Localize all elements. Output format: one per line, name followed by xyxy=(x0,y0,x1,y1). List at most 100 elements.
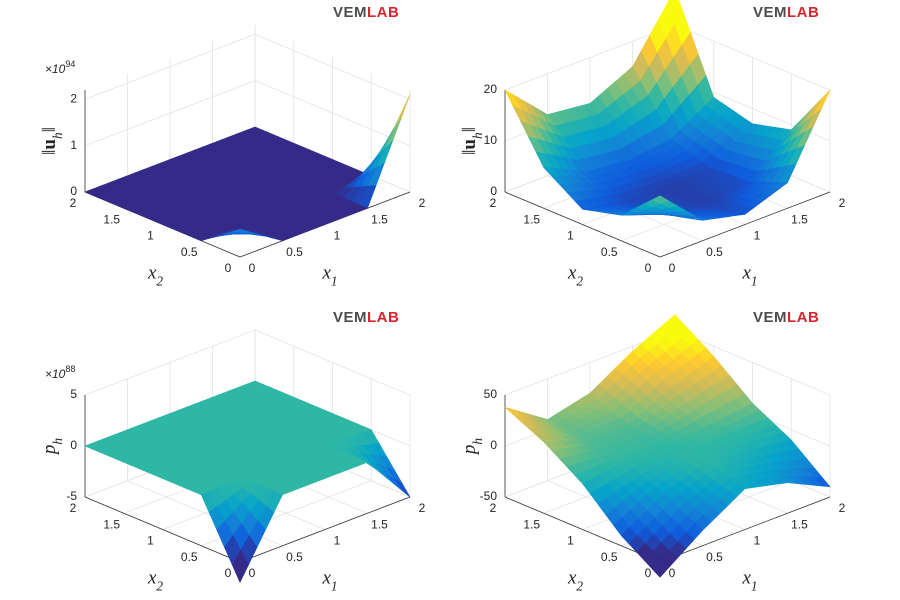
z-exponent: ×1088 xyxy=(45,364,75,381)
label-part: x xyxy=(741,568,751,589)
y-tick-label: 0.5 xyxy=(181,245,198,259)
label-part: ‖ xyxy=(459,150,480,155)
x-tick-label: 2 xyxy=(419,501,426,515)
z-exponent: ×1094 xyxy=(45,59,75,76)
logo-part: VEM xyxy=(333,4,367,21)
axis-line xyxy=(239,496,411,563)
surface-patch xyxy=(651,195,670,204)
logo-part: LAB xyxy=(787,309,819,326)
label-part: u xyxy=(39,139,60,150)
logo-part: LAB xyxy=(367,4,399,21)
axis-line xyxy=(659,191,831,258)
surface-patch xyxy=(393,478,411,498)
x-tick-label: 0.5 xyxy=(706,550,723,564)
x-axis-title: x1 xyxy=(741,263,757,288)
label-part: 1 xyxy=(331,578,338,593)
z-tick-label: 50 xyxy=(484,387,498,401)
y-tick-label: 1.5 xyxy=(523,517,540,531)
x-tick-label: 1 xyxy=(754,229,761,243)
label-part: 2 xyxy=(156,578,163,593)
logo-part: VEM xyxy=(753,309,787,326)
label-part: 1 xyxy=(751,273,758,288)
grid-line xyxy=(254,329,411,396)
z-tick-label: 0 xyxy=(490,184,497,198)
y-tick-label: 0 xyxy=(225,566,232,580)
axis-line xyxy=(504,191,661,258)
x-tick-label: 1 xyxy=(334,229,341,243)
label-part: 2 xyxy=(576,273,583,288)
z-tick-label: 20 xyxy=(484,82,498,96)
grid-line xyxy=(504,24,676,91)
surface-patch xyxy=(651,559,669,578)
y-axis-title: x2 xyxy=(567,263,583,288)
label-part: ‖ xyxy=(39,127,60,132)
logo: VEMLAB xyxy=(753,4,819,21)
y-tick-label: 2 xyxy=(490,196,497,210)
grid-line xyxy=(254,33,411,100)
label-part: x xyxy=(147,568,157,589)
grid-line xyxy=(674,24,831,91)
y-tick-label: 1 xyxy=(147,534,154,548)
logo: VEMLAB xyxy=(753,309,819,326)
surface-patch xyxy=(384,117,402,149)
label-part: x xyxy=(741,263,751,284)
z-axis-title: ‖uh‖ xyxy=(459,127,484,155)
x-tick-label: 0.5 xyxy=(286,245,303,259)
label-part: p xyxy=(39,445,60,457)
z-tick-label: 2 xyxy=(70,91,77,105)
y-tick-label: 1.5 xyxy=(103,212,120,226)
y-tick-label: 1.5 xyxy=(103,517,120,531)
x-tick-label: 1.5 xyxy=(371,212,388,226)
axis-line xyxy=(504,496,661,563)
label-part: ×10 xyxy=(45,62,66,76)
z-tick-label: 0 xyxy=(70,184,77,198)
grid-line xyxy=(674,329,831,396)
label-part: x xyxy=(321,263,331,284)
label-part: h xyxy=(470,438,485,445)
y-tick-label: 2 xyxy=(70,196,77,210)
surface-patch xyxy=(813,89,831,116)
z-tick-label: 10 xyxy=(484,133,498,147)
grid-line xyxy=(84,33,256,100)
z-axis-title: ph xyxy=(459,438,484,457)
z-tick-label: 0 xyxy=(70,438,77,452)
y-tick-label: 1 xyxy=(147,229,154,243)
label-part: 2 xyxy=(156,273,163,288)
label-part: x xyxy=(567,263,577,284)
x-tick-label: 2 xyxy=(839,501,846,515)
surface-patch xyxy=(232,228,249,233)
label-part: 1 xyxy=(331,273,338,288)
x-tick-label: 1.5 xyxy=(371,517,388,531)
logo-part: VEM xyxy=(333,309,367,326)
logo-part: VEM xyxy=(753,4,787,21)
x-tick-label: 2 xyxy=(839,196,846,210)
z-tick-label: 5 xyxy=(70,387,77,401)
z-tick-label: -5 xyxy=(66,489,77,503)
z-axis-title: ‖uh‖ xyxy=(39,127,64,155)
label-part: ‖ xyxy=(459,127,480,132)
axis-line xyxy=(659,496,831,563)
y-tick-label: 1 xyxy=(567,229,574,243)
x-tick-label: 0 xyxy=(249,261,256,275)
x-tick-label: 1.5 xyxy=(791,517,808,531)
label-part: ×10 xyxy=(45,367,66,381)
x-tick-label: 0 xyxy=(249,566,256,580)
x-tick-label: 0 xyxy=(669,566,676,580)
y-tick-label: 0.5 xyxy=(181,550,198,564)
z-tick-label: 1 xyxy=(70,138,77,152)
axis-line xyxy=(84,496,241,563)
z-tick-label: -50 xyxy=(480,489,498,503)
x-tick-label: 1.5 xyxy=(791,212,808,226)
x-tick-label: 1 xyxy=(754,534,761,548)
x-axis-title: x1 xyxy=(321,263,337,288)
label-part: 94 xyxy=(65,59,75,69)
x-tick-label: 2 xyxy=(419,196,426,210)
label-part: u xyxy=(459,139,480,150)
label-part: h xyxy=(50,132,65,139)
x-axis-title: x1 xyxy=(321,568,337,593)
y-axis-title: x2 xyxy=(147,263,163,288)
label-part: h xyxy=(50,438,65,445)
logo: VEMLAB xyxy=(333,4,399,21)
